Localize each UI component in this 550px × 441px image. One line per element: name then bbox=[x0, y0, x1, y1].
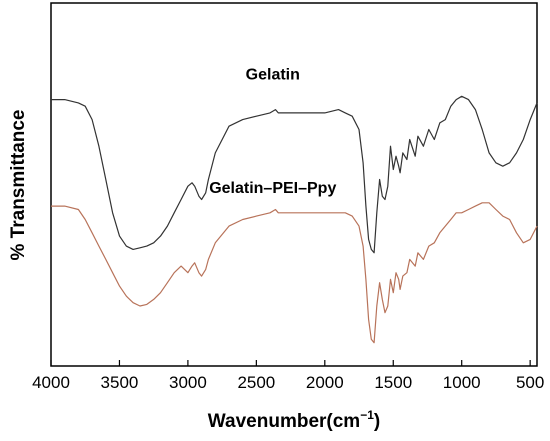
x-tick-label: 500 bbox=[516, 373, 544, 392]
x-tick-label: 3500 bbox=[101, 373, 139, 392]
series-line-gelatin bbox=[51, 95, 538, 254]
series-line-gelatin-pei-ppy bbox=[51, 202, 538, 344]
x-tick-label: 1000 bbox=[443, 373, 481, 392]
annotation-layer: Gelatin Gelatin–PEI–Ppy bbox=[209, 67, 336, 197]
annotation-label: Gelatin–PEI–Ppy bbox=[209, 180, 336, 197]
x-axis-title: Wavenumber(cm−1) bbox=[208, 408, 380, 432]
x-tick-label: 2000 bbox=[306, 373, 344, 392]
x-axis-ticks: 4000 3500 3000 2500 2000 1500 1000 500 bbox=[32, 360, 544, 392]
x-tick-label: 1500 bbox=[374, 373, 412, 392]
y-axis-title: % Transmittance bbox=[8, 110, 29, 261]
x-tick-label: 2500 bbox=[237, 373, 275, 392]
series-layer bbox=[51, 95, 538, 344]
x-axis-title-close: ) bbox=[374, 411, 380, 432]
x-tick-label: 4000 bbox=[32, 373, 70, 392]
plot-frame bbox=[50, 2, 538, 367]
annotation-label: Gelatin bbox=[246, 67, 300, 84]
x-axis-title-superscript: −1 bbox=[360, 408, 374, 422]
x-tick-label: 3000 bbox=[169, 373, 207, 392]
